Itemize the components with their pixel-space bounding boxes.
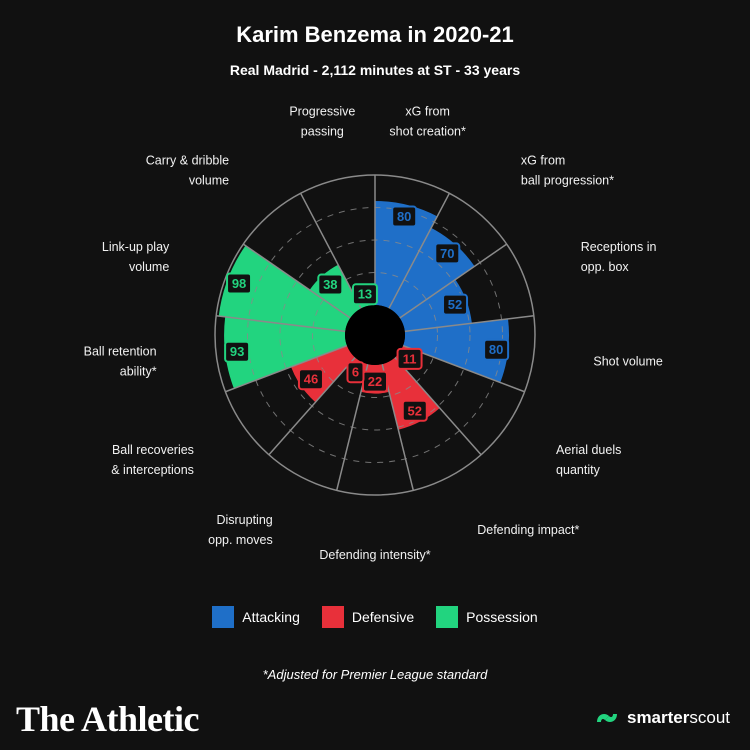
value-label-7: 6 <box>346 361 365 384</box>
legend-item-defensive: Defensive <box>321 606 415 628</box>
value-label-5: 52 <box>401 399 428 422</box>
spoke-5 <box>394 356 482 456</box>
legend-label-defensive: Defensive <box>351 609 415 625</box>
chart-subtitle: Real Madrid - 2,112 minutes at ST - 33 y… <box>229 62 521 78</box>
spoke-10 <box>216 314 346 333</box>
category-label-2: Receptions in opp. box <box>581 240 657 274</box>
value-label-9: 93 <box>224 340 251 363</box>
svg-text:93: 93 <box>230 344 244 359</box>
value-label-12: 13 <box>351 283 378 306</box>
value-label-0: 80 <box>391 205 418 228</box>
category-label-7: Disrupting opp. moves <box>208 513 273 547</box>
legend-swatch-defensive <box>321 606 344 628</box>
grid-ring-0 <box>312 272 438 398</box>
category-label-11: Carry & dribble volume <box>146 153 229 187</box>
spoke-9 <box>225 344 348 393</box>
radar-chart: 80 70 52 80 11 52 22 6 46 93 98 38 13 xG from shot cre… <box>84 104 663 562</box>
svg-text:38: 38 <box>323 277 337 292</box>
category-label-8: Ball recoveries & interceptions <box>111 443 194 477</box>
spoke-8 <box>268 356 356 456</box>
svg-text:80: 80 <box>397 209 411 224</box>
center-hole <box>345 305 405 365</box>
svg-text:11: 11 <box>403 351 417 366</box>
svg-text:52: 52 <box>448 297 462 312</box>
value-label-6: 22 <box>362 370 388 393</box>
spoke-11 <box>242 243 351 319</box>
value-label-11: 38 <box>317 273 344 296</box>
smarterscout-text-light: scout <box>689 708 730 727</box>
svg-text:22: 22 <box>368 374 382 389</box>
category-label-5: Defending impact* <box>477 523 579 537</box>
smarterscout-text-bold: smarter <box>626 708 690 727</box>
legend-label-possession: Possession <box>466 609 538 625</box>
legend-item-possession: Possession <box>436 606 538 628</box>
category-label-3: Shot volume <box>593 355 663 369</box>
category-label-4: Aerial duels quantity <box>556 443 621 477</box>
category-label-12: Progressive passing <box>289 104 355 138</box>
spoke-3 <box>404 314 534 333</box>
smarterscout-logo-icon <box>596 714 617 722</box>
category-label-9: Ball retention ability* <box>84 345 157 379</box>
value-label-2: 52 <box>442 293 469 316</box>
legend: Attacking Defensive Possession <box>0 606 750 628</box>
the-athletic-logo: The Athletic <box>16 699 199 739</box>
category-label-0: xG from shot creation* <box>389 104 466 138</box>
value-label-8: 46 <box>297 368 324 391</box>
svg-text:80: 80 <box>489 342 503 357</box>
value-label-1: 70 <box>434 242 461 265</box>
wedge-9 <box>224 316 347 389</box>
svg-text:6: 6 <box>352 365 359 380</box>
value-label-3: 80 <box>483 338 510 361</box>
spoke-12 <box>299 192 362 309</box>
category-label-1: xG from ball progression* <box>521 153 614 187</box>
value-label-10: 98 <box>226 272 253 295</box>
legend-item-attacking: Attacking <box>212 606 300 628</box>
category-label-10: Link-up play volume <box>102 240 170 274</box>
svg-text:13: 13 <box>358 287 372 302</box>
chart-title: Karim Benzema in 2020-21 <box>236 22 514 47</box>
wedge-0 <box>375 201 438 309</box>
spoke-1 <box>388 192 451 309</box>
footnote: *Adjusted for Premier League standard <box>262 667 488 682</box>
svg-text:70: 70 <box>440 246 454 261</box>
legend-swatch-attacking <box>212 606 235 628</box>
category-label-6: Defending intensity* <box>319 548 430 562</box>
wedge-2 <box>399 279 472 332</box>
smarterscout-logo: smarterscout <box>593 706 730 730</box>
legend-label-attacking: Attacking <box>242 609 300 625</box>
legend-swatch-possession <box>436 606 459 628</box>
svg-text:98: 98 <box>232 276 246 291</box>
svg-text:52: 52 <box>408 403 422 418</box>
value-label-4: 11 <box>396 347 423 370</box>
svg-text:46: 46 <box>304 372 318 387</box>
spoke-4 <box>402 344 525 393</box>
wedge-3 <box>403 318 509 383</box>
spoke-2 <box>399 243 508 319</box>
